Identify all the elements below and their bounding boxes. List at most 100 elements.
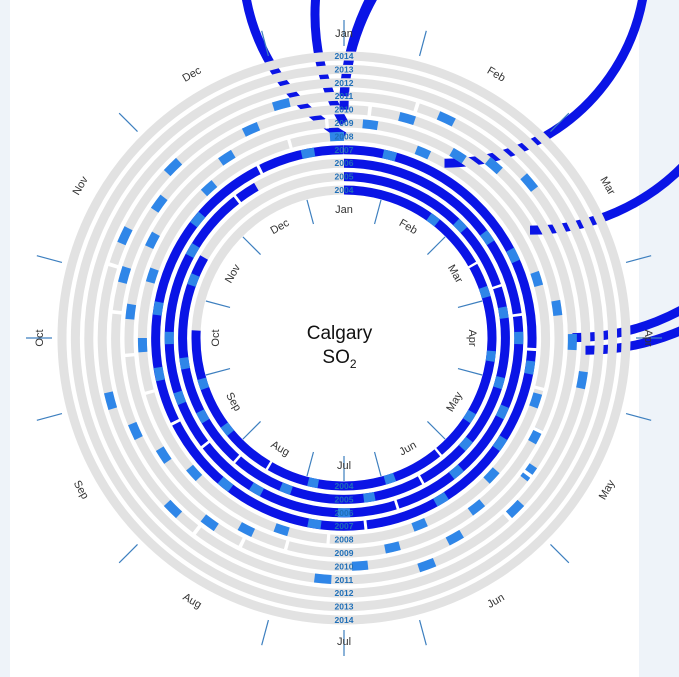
subtitle-text: SO (322, 347, 350, 368)
data-light-2004-5 (307, 477, 320, 489)
year-label-top-2009: 2009 (335, 118, 354, 128)
outer-tick-1 (550, 112, 570, 132)
year-label-bottom-2004: 2004 (335, 481, 354, 491)
data-light-2004-3 (462, 409, 477, 424)
year-label-top-2006: 2006 (335, 158, 354, 168)
data-light-2005-2 (493, 375, 505, 390)
outer-label-sep: Sep (71, 478, 91, 501)
data-light-2009-10 (449, 147, 467, 164)
outer-tick-5 (418, 619, 427, 646)
empty-ring-2012 (84, 78, 604, 598)
data-light-2005-1 (498, 306, 509, 319)
outer-tick-2 (625, 255, 652, 264)
data-light-2005-5 (279, 482, 293, 495)
data-gap-2010-0 (522, 469, 533, 479)
outer-label-apr: Apr (642, 329, 654, 346)
data-light-2010-6 (118, 266, 132, 284)
inner-tick-3 (457, 367, 483, 376)
empty-ring-2009 (124, 118, 564, 558)
data-light-2011-5 (104, 391, 118, 411)
data-gap-2011-3 (413, 101, 420, 113)
outer-label-jun: Jun (485, 592, 506, 611)
outer-tick-3 (625, 412, 652, 421)
data-light-2007-0 (506, 247, 521, 264)
year-label-bottom-2013: 2013 (335, 602, 354, 612)
inner-label-feb: Feb (397, 217, 419, 237)
year-label-top-2013: 2013 (335, 64, 354, 74)
outer-label-dec: Dec (180, 64, 203, 84)
data-light-2004-1 (478, 285, 491, 299)
data-arc-2008 (242, 0, 647, 168)
inner-label-nov: Nov (223, 262, 243, 285)
data-light-2011-4 (163, 499, 183, 519)
inner-tick-2 (457, 300, 483, 309)
inner-label-jul: Jul (337, 460, 351, 472)
data-light-2011-10 (520, 173, 539, 192)
year-label-top-2007: 2007 (335, 145, 354, 155)
outer-tick-4 (550, 544, 570, 564)
data-gap-2004-0 (467, 261, 478, 269)
data-gap-2011-1 (192, 524, 202, 536)
data-gap-2007-2 (170, 418, 181, 426)
inner-label-aug: Aug (269, 439, 292, 459)
data-gap-2007-3 (256, 164, 264, 175)
inner-tick-9 (205, 300, 231, 309)
year-rings (57, 0, 679, 625)
data-light-2006-2 (495, 404, 510, 420)
data-light-2010-10 (484, 157, 503, 175)
year-label-bottom-2005: 2005 (335, 494, 354, 504)
outer-label-aug: Aug (181, 591, 204, 611)
data-light-2010-3 (351, 560, 369, 571)
data-arc-2006 (164, 158, 524, 518)
inner-label-sep: Sep (223, 390, 243, 413)
month-ticks (26, 20, 662, 656)
data-light-2008-5 (186, 464, 203, 482)
outer-label-jan: Jan (335, 28, 353, 40)
data-light-2006-0 (479, 230, 495, 246)
title-text: Calgary (306, 323, 373, 344)
data-light-2004-2 (485, 350, 496, 362)
data-light-2010-2 (445, 529, 464, 546)
data-light-2006-3 (448, 464, 464, 480)
subtitle-subscript: 2 (349, 357, 357, 371)
data-light-2011-1 (505, 499, 525, 519)
data-gap-2009-1 (283, 539, 290, 551)
data-light-2008-4 (273, 523, 290, 537)
data-light-2007-7 (152, 301, 164, 316)
data-light-2010-8 (241, 122, 261, 137)
empty-ring-2014 (57, 51, 631, 625)
data-light-2004-6 (220, 422, 235, 437)
data-gap-2008-3 (287, 138, 293, 150)
inner-tick-7 (242, 421, 261, 440)
data-gap-2004-2 (265, 460, 273, 471)
data-gap-2008-2 (144, 389, 156, 395)
inner-tick-11 (306, 199, 315, 225)
data-light-2008-0 (530, 270, 544, 288)
outer-tick-0 (418, 30, 427, 57)
data-light-2011-2 (417, 558, 437, 573)
inner-label-jan: Jan (335, 204, 353, 216)
data-light-2009-0 (551, 299, 563, 317)
outer-label-feb: Feb (485, 65, 507, 85)
inner-tick-0 (373, 199, 382, 225)
outer-label-nov: Nov (71, 174, 91, 197)
year-label-top-2004: 2004 (335, 185, 354, 195)
year-label-bottom-2008: 2008 (335, 535, 354, 545)
data-light-2008-7 (145, 267, 159, 284)
data-light-2011-6 (117, 226, 133, 246)
data-gap-2004-1 (434, 447, 443, 457)
year-label-top-2008: 2008 (335, 131, 354, 141)
outer-label-jul: Jul (337, 636, 351, 648)
inner-tick-8 (205, 367, 231, 376)
data-light-2005-6 (196, 409, 210, 424)
inner-tick-6 (306, 451, 315, 477)
outer-label-oct: Oct (34, 329, 46, 346)
inner-label-may: May (444, 390, 465, 414)
data-light-2009-7 (145, 231, 160, 250)
empty-ring-2013 (70, 64, 618, 612)
data-light-2007-8 (190, 211, 206, 228)
data-light-2010-4 (200, 514, 219, 532)
inner-label-apr: Apr (466, 329, 478, 346)
data-gap-2005-1 (417, 474, 425, 485)
data-light-2007-1 (524, 360, 536, 375)
